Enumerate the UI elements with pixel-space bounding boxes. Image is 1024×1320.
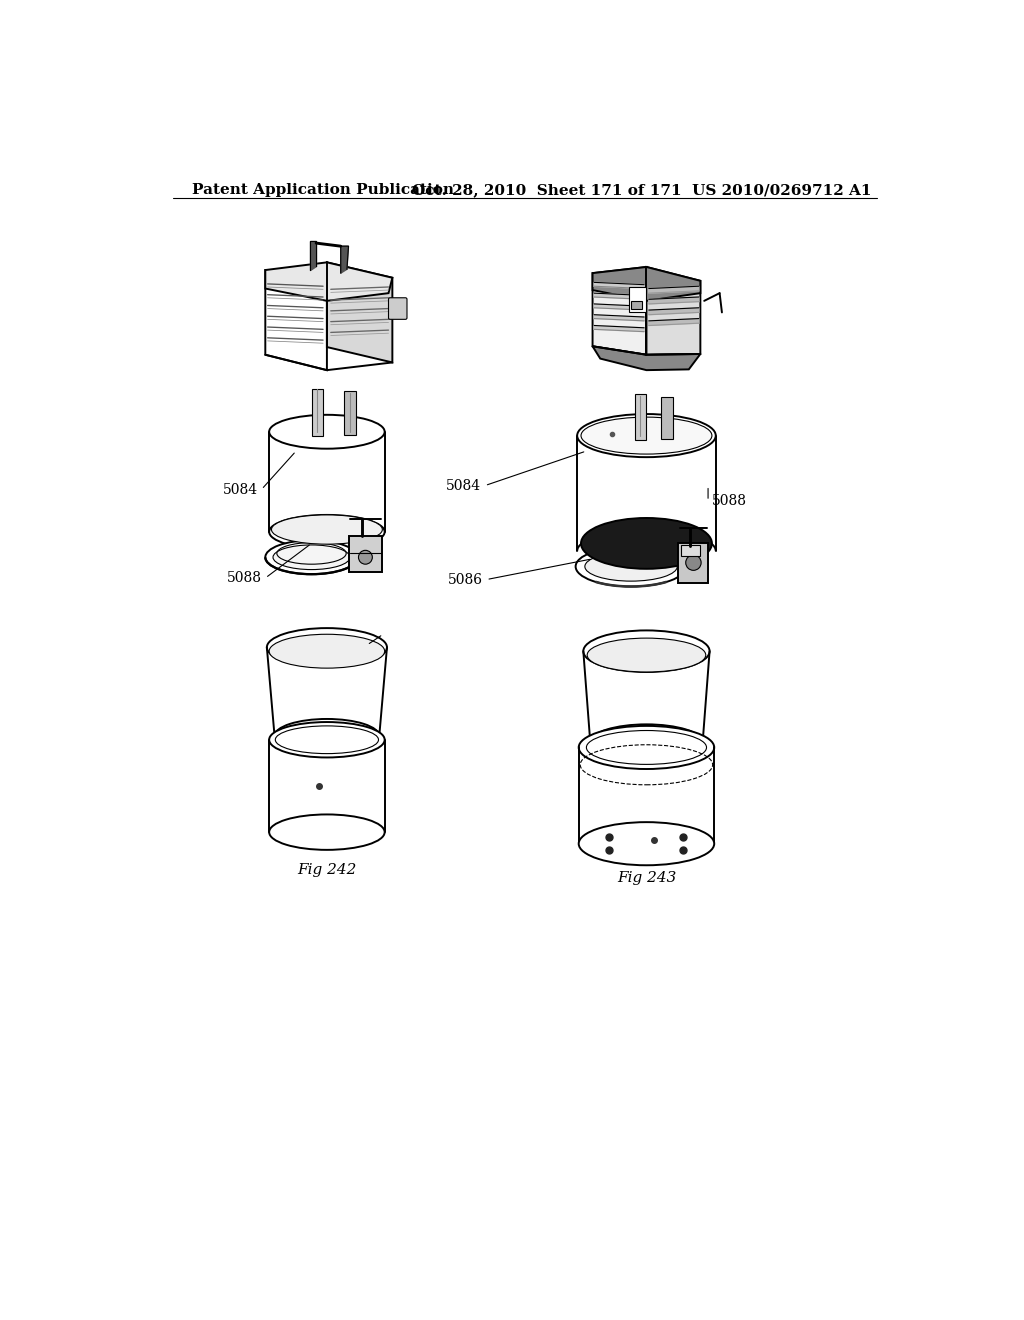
Polygon shape	[327, 263, 392, 363]
Circle shape	[358, 550, 373, 564]
Polygon shape	[265, 271, 327, 370]
Polygon shape	[594, 282, 644, 289]
Ellipse shape	[269, 814, 385, 850]
Polygon shape	[594, 314, 644, 321]
Ellipse shape	[269, 635, 385, 668]
Ellipse shape	[274, 719, 379, 752]
Ellipse shape	[269, 722, 385, 758]
Ellipse shape	[578, 414, 716, 457]
Polygon shape	[593, 267, 700, 301]
Text: Oct. 28, 2010  Sheet 171 of 171  US 2010/0269712 A1: Oct. 28, 2010 Sheet 171 of 171 US 2010/0…	[412, 183, 871, 197]
Polygon shape	[649, 318, 698, 326]
FancyBboxPatch shape	[681, 545, 699, 556]
FancyBboxPatch shape	[312, 388, 323, 437]
FancyBboxPatch shape	[631, 301, 642, 309]
Ellipse shape	[585, 552, 677, 581]
Polygon shape	[594, 304, 644, 310]
Text: Fig 242: Fig 242	[297, 863, 356, 876]
Ellipse shape	[579, 822, 714, 866]
Polygon shape	[649, 297, 698, 304]
Ellipse shape	[273, 545, 350, 570]
Ellipse shape	[587, 638, 706, 672]
Text: 5088: 5088	[226, 572, 261, 585]
Text: 5086: 5086	[447, 573, 482, 586]
FancyBboxPatch shape	[678, 544, 708, 583]
Ellipse shape	[267, 628, 387, 667]
Polygon shape	[593, 346, 700, 370]
Circle shape	[686, 554, 701, 570]
Ellipse shape	[269, 414, 385, 449]
Ellipse shape	[579, 726, 714, 770]
Text: 5088: 5088	[712, 494, 746, 508]
Polygon shape	[265, 263, 392, 301]
Ellipse shape	[271, 515, 382, 544]
Polygon shape	[646, 267, 700, 355]
Polygon shape	[649, 308, 698, 314]
Text: Patent Application Publication: Patent Application Publication	[193, 183, 455, 197]
FancyBboxPatch shape	[662, 397, 674, 438]
Text: 5084: 5084	[445, 479, 481, 492]
Text: 5084: 5084	[222, 483, 258, 496]
Polygon shape	[594, 326, 644, 331]
FancyBboxPatch shape	[349, 536, 382, 572]
Polygon shape	[593, 267, 646, 355]
Polygon shape	[310, 240, 316, 271]
FancyBboxPatch shape	[344, 391, 356, 434]
Ellipse shape	[269, 515, 385, 549]
Polygon shape	[594, 293, 644, 300]
FancyBboxPatch shape	[635, 395, 646, 441]
Ellipse shape	[581, 417, 712, 454]
Ellipse shape	[590, 725, 702, 760]
Ellipse shape	[265, 540, 357, 574]
Polygon shape	[341, 246, 348, 273]
Text: Fig 243: Fig 243	[616, 871, 676, 884]
Polygon shape	[649, 286, 698, 293]
Ellipse shape	[581, 517, 712, 569]
Ellipse shape	[575, 546, 686, 586]
FancyBboxPatch shape	[388, 298, 407, 319]
FancyBboxPatch shape	[629, 288, 646, 312]
Ellipse shape	[584, 631, 710, 672]
